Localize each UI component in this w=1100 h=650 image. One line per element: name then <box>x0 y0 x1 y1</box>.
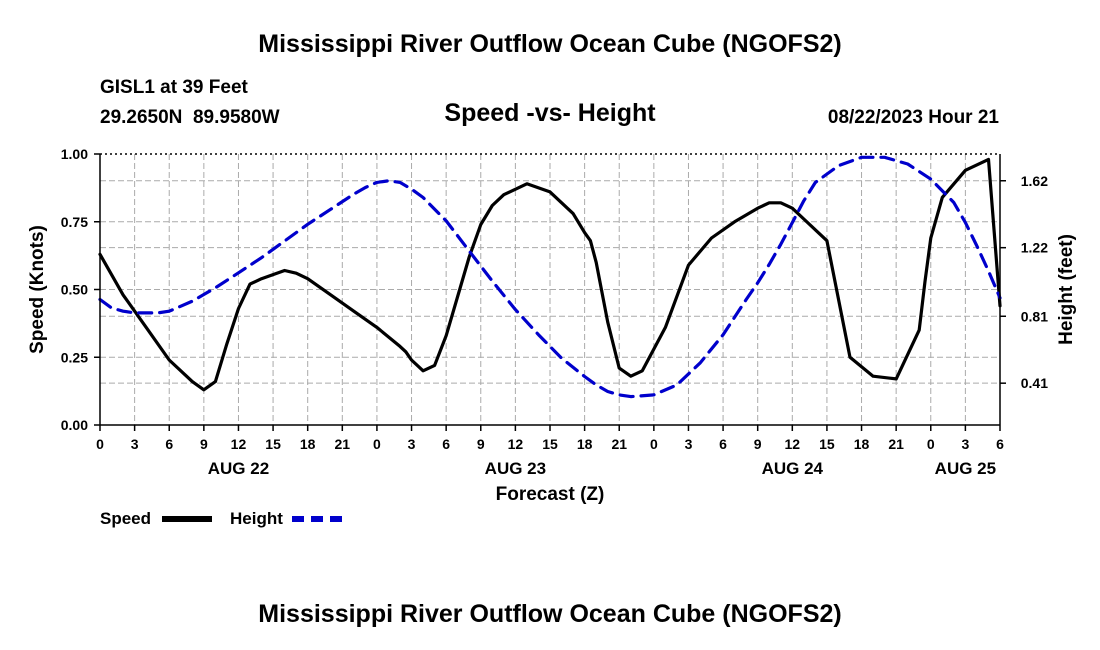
x-tick-label: 18 <box>854 436 870 452</box>
x-tick-label: 6 <box>442 436 450 452</box>
y-axis-title: Speed (Knots) <box>27 225 48 354</box>
x-tick-label: 0 <box>927 436 935 452</box>
speed-series-line <box>98 157 1002 392</box>
x-tick-label: 3 <box>408 436 416 452</box>
x-tick-label: 21 <box>888 436 904 452</box>
x-tick-label: 15 <box>265 436 281 452</box>
x-tick-label: 15 <box>819 436 835 452</box>
chart-subtitle: Speed -vs- Height <box>444 99 656 127</box>
x-tick-label: 6 <box>996 436 1004 452</box>
y2-tick-label: 0.81 <box>1021 308 1048 324</box>
y2-axis-title: Height (feet) <box>1056 234 1077 345</box>
x-tick-label: 0 <box>96 436 104 452</box>
x-tick-label: 12 <box>231 436 247 452</box>
y-tick-label: 1.00 <box>61 146 88 162</box>
legend-height-label: Height <box>230 509 283 528</box>
x-tick-label: 15 <box>542 436 558 452</box>
x-tick-label: 0 <box>650 436 658 452</box>
y2-tick-label: 1.62 <box>1021 173 1048 189</box>
chart-title: Mississippi River Outflow Ocean Cube (NG… <box>258 30 842 58</box>
date-label: AUG 22 <box>208 459 269 478</box>
legend-speed-swatch <box>162 516 212 522</box>
station-label: GISL1 at 39 Feet <box>100 77 248 98</box>
date-label: AUG 23 <box>485 459 546 478</box>
y-tick-label: 0.75 <box>61 214 88 230</box>
forecast-datetime: 08/22/2023 Hour 21 <box>827 107 999 128</box>
x-tick-label: 21 <box>611 436 627 452</box>
date-label: AUG 25 <box>935 459 996 478</box>
y-tick-label: 0.00 <box>61 417 88 433</box>
x-tick-label: 3 <box>685 436 693 452</box>
x-tick-label: 6 <box>165 436 173 452</box>
x-tick-label: 3 <box>961 436 969 452</box>
y-tick-label: 0.50 <box>61 282 88 298</box>
y2-tick-label: 1.22 <box>1021 240 1048 256</box>
y-tick-label: 0.25 <box>61 349 88 365</box>
y2-tick-label: 0.41 <box>1021 375 1048 391</box>
x-tick-label: 9 <box>754 436 762 452</box>
legend-speed-label: Speed <box>100 509 152 528</box>
x-tick-label: 18 <box>577 436 593 452</box>
x-tick-label: 9 <box>477 436 485 452</box>
x-tick-label: 21 <box>335 436 351 452</box>
height-series-line <box>98 155 1002 399</box>
footer-title: Mississippi River Outflow Ocean Cube (NG… <box>258 600 842 628</box>
x-tick-label: 12 <box>785 436 801 452</box>
x-tick-label: 9 <box>200 436 208 452</box>
station-coordinates: 29.2650N 89.9580W <box>100 107 280 128</box>
x-tick-label: 0 <box>373 436 381 452</box>
x-tick-label: 12 <box>508 436 524 452</box>
legend-height-swatch <box>292 516 342 522</box>
x-axis-title: Forecast (Z) <box>496 484 605 505</box>
x-tick-label: 6 <box>719 436 727 452</box>
x-tick-label: 3 <box>131 436 139 452</box>
date-label: AUG 24 <box>762 459 824 478</box>
x-tick-label: 18 <box>300 436 316 452</box>
